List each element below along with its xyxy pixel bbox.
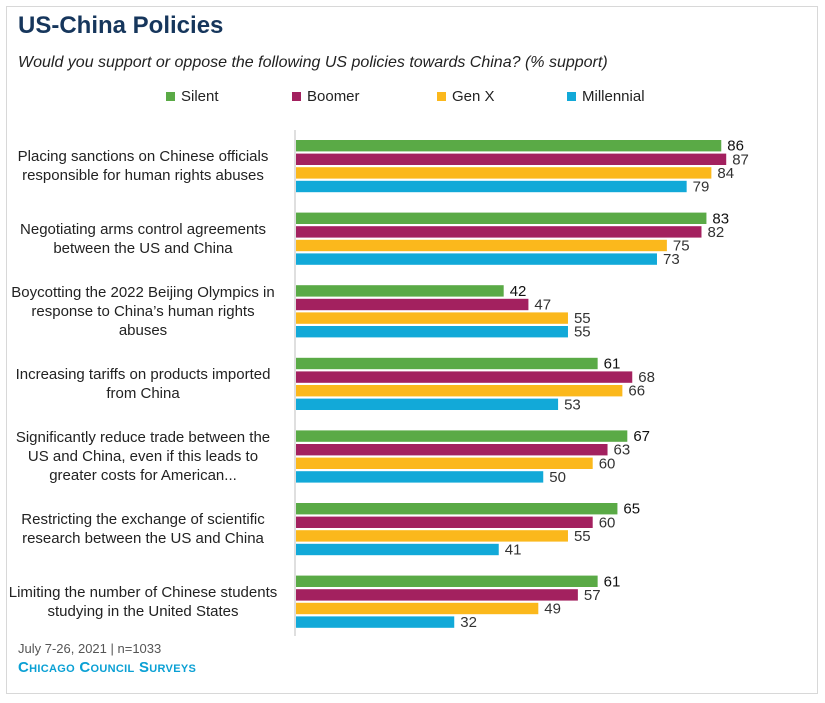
bar-gen-x bbox=[296, 457, 593, 469]
bar-silent bbox=[296, 357, 598, 370]
bar-gen-x bbox=[296, 239, 667, 252]
bar-boomer bbox=[296, 153, 727, 165]
data-label: 55 bbox=[574, 528, 591, 545]
data-label: 61 bbox=[604, 356, 621, 373]
bar-boomer bbox=[296, 298, 529, 311]
brand-logo-text: Chicago Council Surveys bbox=[18, 659, 197, 676]
legend-swatch bbox=[437, 91, 446, 101]
bar-millennial bbox=[296, 543, 499, 556]
bar-silent bbox=[296, 140, 722, 152]
bar-millennial bbox=[296, 326, 568, 338]
data-label: 42 bbox=[510, 283, 527, 300]
bar-millennial bbox=[296, 398, 559, 410]
data-label: 55 bbox=[574, 310, 591, 327]
legend-label: Gen X bbox=[452, 88, 495, 105]
data-label: 49 bbox=[544, 601, 561, 618]
legend-item-millennial: Millennial bbox=[567, 88, 645, 105]
data-label: 55 bbox=[574, 324, 591, 341]
category-label: Boycotting the 2022 Beijing Olympics in … bbox=[11, 283, 275, 339]
data-label: 60 bbox=[599, 455, 616, 472]
data-label: 79 bbox=[693, 179, 710, 196]
data-label: 75 bbox=[673, 238, 690, 255]
legend-swatch bbox=[292, 91, 301, 101]
category-label: Significantly reduce trade between the U… bbox=[15, 429, 271, 484]
bar-silent bbox=[296, 430, 628, 442]
survey-note: July 7-26, 2021 | n=1033 bbox=[18, 641, 162, 656]
legend-label: Silent bbox=[181, 88, 219, 105]
data-label: 50 bbox=[549, 469, 566, 486]
bar-gen-x bbox=[296, 602, 539, 615]
data-label: 86 bbox=[727, 138, 744, 155]
data-label: 60 bbox=[599, 514, 616, 531]
bar-boomer bbox=[296, 516, 593, 528]
chart-subtitle: Would you support or oppose the followin… bbox=[18, 54, 608, 71]
data-label: 73 bbox=[663, 251, 680, 268]
chart-title: US-China Policies bbox=[18, 12, 224, 39]
data-label: 68 bbox=[638, 369, 655, 386]
data-label: 84 bbox=[717, 165, 734, 182]
data-label: 65 bbox=[623, 501, 640, 518]
legend-item-gen-x: Gen X bbox=[437, 88, 495, 105]
bar-gen-x bbox=[296, 385, 623, 397]
bar-boomer bbox=[296, 226, 702, 238]
legend-item-boomer: Boomer bbox=[292, 88, 360, 105]
bar-millennial bbox=[296, 180, 687, 193]
bar-gen-x bbox=[296, 167, 712, 179]
legend-item-silent: Silent bbox=[166, 88, 219, 105]
chart-legend: Silent Boomer Gen X Millennial bbox=[0, 88, 825, 110]
bar-silent bbox=[296, 212, 707, 224]
data-label: 67 bbox=[633, 428, 650, 445]
category-label: Increasing tariffs on products imported … bbox=[15, 365, 271, 402]
data-label: 53 bbox=[564, 396, 581, 413]
data-label: 66 bbox=[628, 383, 645, 400]
legend-label: Boomer bbox=[307, 88, 360, 105]
data-label: 57 bbox=[584, 587, 601, 604]
data-label: 87 bbox=[732, 151, 749, 168]
bar-boomer bbox=[296, 371, 633, 383]
category-label: Limiting the number of Chinese students … bbox=[8, 583, 278, 620]
legend-label: Millennial bbox=[582, 88, 645, 105]
bar-millennial bbox=[296, 253, 657, 265]
bar-silent bbox=[296, 575, 598, 587]
data-label: 41 bbox=[505, 542, 522, 559]
data-label: 47 bbox=[534, 297, 551, 314]
data-label: 32 bbox=[460, 614, 477, 631]
bar-millennial bbox=[296, 471, 544, 483]
bar-boomer bbox=[296, 444, 608, 456]
data-label: 83 bbox=[712, 210, 729, 227]
category-label: Restricting the exchange of scientific r… bbox=[21, 511, 265, 548]
bar-millennial bbox=[296, 616, 455, 628]
category-label: Placing sanctions on Chinese officials r… bbox=[17, 148, 269, 185]
legend-swatch bbox=[166, 91, 175, 101]
category-label: Negotiating arms control agreements betw… bbox=[20, 220, 266, 257]
data-label: 82 bbox=[707, 224, 724, 241]
bar-boomer bbox=[296, 589, 578, 601]
bar-silent bbox=[296, 285, 504, 297]
bar-gen-x bbox=[296, 312, 568, 324]
data-label: 63 bbox=[614, 442, 631, 459]
bar-gen-x bbox=[296, 530, 568, 542]
data-label: 61 bbox=[604, 573, 621, 590]
legend-swatch bbox=[567, 91, 576, 101]
bar-silent bbox=[296, 503, 618, 515]
